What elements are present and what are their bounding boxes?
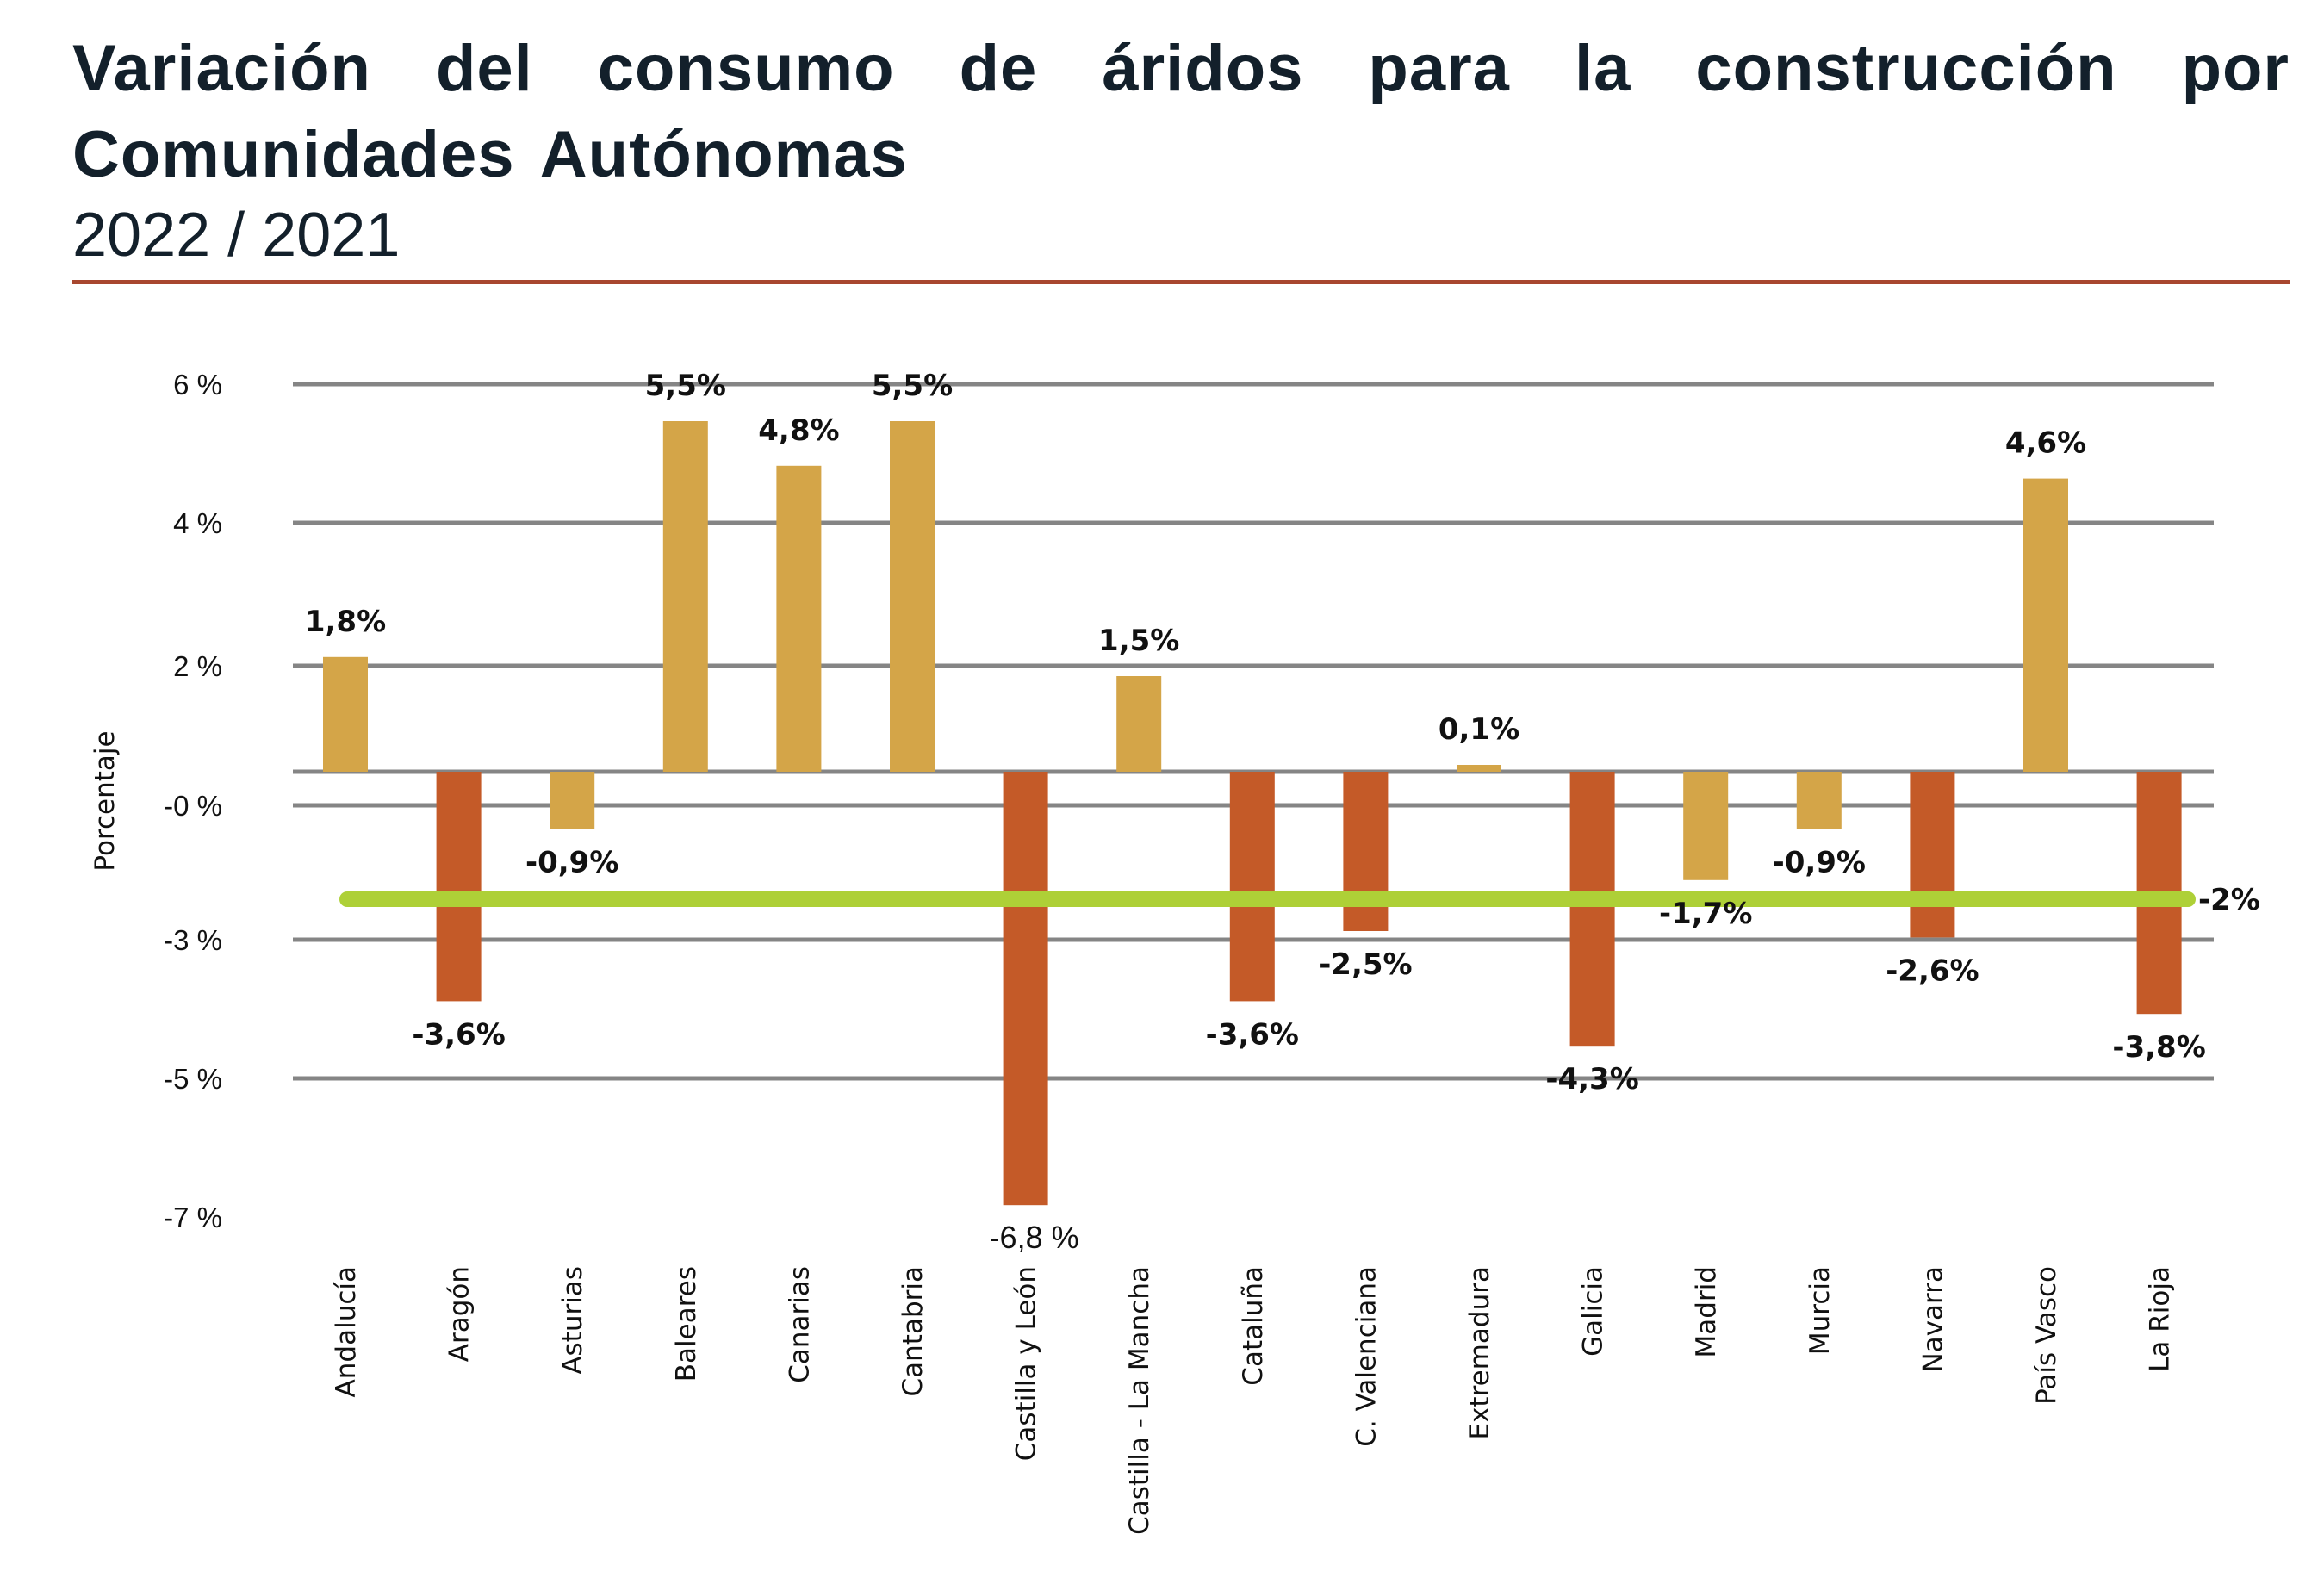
bar [1457,765,1501,772]
bar [550,772,595,829]
y-tick-label: -0 % [164,790,222,822]
data-labels: 1,8% -3,6% -0,9% 5,5% 4,8% 5,5% -6,8 % 1,5% -3,6… [305,369,2206,1255]
category-label: Canarias [784,1266,815,1383]
y-tick-label: 4 % [173,507,222,539]
data-label: -0,9% [1773,846,1866,880]
y-tick-label: -5 % [164,1063,222,1095]
bar [1229,772,1275,1002]
bar [1003,772,1048,1206]
bar [1116,676,1162,772]
data-label: 5,5% [872,369,953,403]
category-label: Asturias [557,1266,588,1375]
category-label: País Vasco [2031,1266,2062,1405]
category-label: Madrid [1691,1266,1722,1357]
category-label: Galicia [1578,1266,1609,1357]
bar [2023,478,2068,772]
data-label: 0,1% [1439,712,1519,747]
category-labels: Andalucía Aragón Asturias Baleares Canarias C… [331,1266,2176,1535]
data-label: -3,8% [2112,1030,2205,1065]
bar [1683,772,1729,880]
category-label: Navarra [1917,1266,1948,1372]
y-tick-label: 6 % [173,369,222,401]
data-label: -3,6% [412,1017,505,1052]
data-label: 4,8% [758,413,839,448]
data-label: -3,6% [1206,1017,1299,1052]
category-label: Aragón [444,1266,475,1362]
category-label: Extremadura [1464,1266,1495,1440]
data-label: -4,3% [1545,1062,1638,1096]
category-label: Baleares [671,1266,702,1382]
data-label: 1,8% [305,605,386,639]
bar [1569,772,1615,1047]
bar [1796,772,1842,829]
bar [323,656,368,772]
average-line-label: -2% [2198,883,2260,917]
y-tick-label: -3 % [164,924,222,956]
bar [662,421,708,772]
category-label: La Rioja [2145,1266,2176,1372]
data-label: 5,5% [645,369,726,403]
category-label: Cantabria [898,1266,929,1396]
y-tick-label: 2 % [173,650,222,682]
data-label: -0,9% [525,846,618,880]
average-line-group: -2% [339,883,2260,917]
data-label: -2,6% [1886,953,1979,988]
data-label: 4,6% [2005,426,2086,461]
title-divider [72,280,2290,284]
category-label: Murcia [1805,1266,1836,1355]
data-label: -2,5% [1319,947,1412,982]
bar [1343,772,1389,931]
category-label: Andalucía [331,1266,362,1397]
category-label: Castilla y León [1011,1266,1042,1461]
chart-subtitle: 2022 / 2021 [72,201,401,270]
category-label: Castilla - La Mancha [1124,1266,1155,1535]
bar [890,421,935,772]
y-axis-label: Porcentaje [90,730,121,871]
category-label: C. Valenciana [1351,1266,1382,1447]
bar [1910,772,1955,938]
bar [776,465,822,772]
data-label: -6,8 % [990,1220,1079,1255]
data-label: -1,7% [1659,897,1752,931]
data-label: 1,5% [1098,624,1179,658]
bars [323,421,2182,1206]
category-label: Cataluña [1238,1266,1269,1386]
bar [436,772,482,1002]
chart-title: Variación del consumo de áridos para la … [72,32,2290,191]
y-axis-ticks: 6 % 4 % 2 % -0 % -3 % -5 % -7 % [164,369,222,1233]
y-tick-label: -7 % [164,1202,222,1233]
